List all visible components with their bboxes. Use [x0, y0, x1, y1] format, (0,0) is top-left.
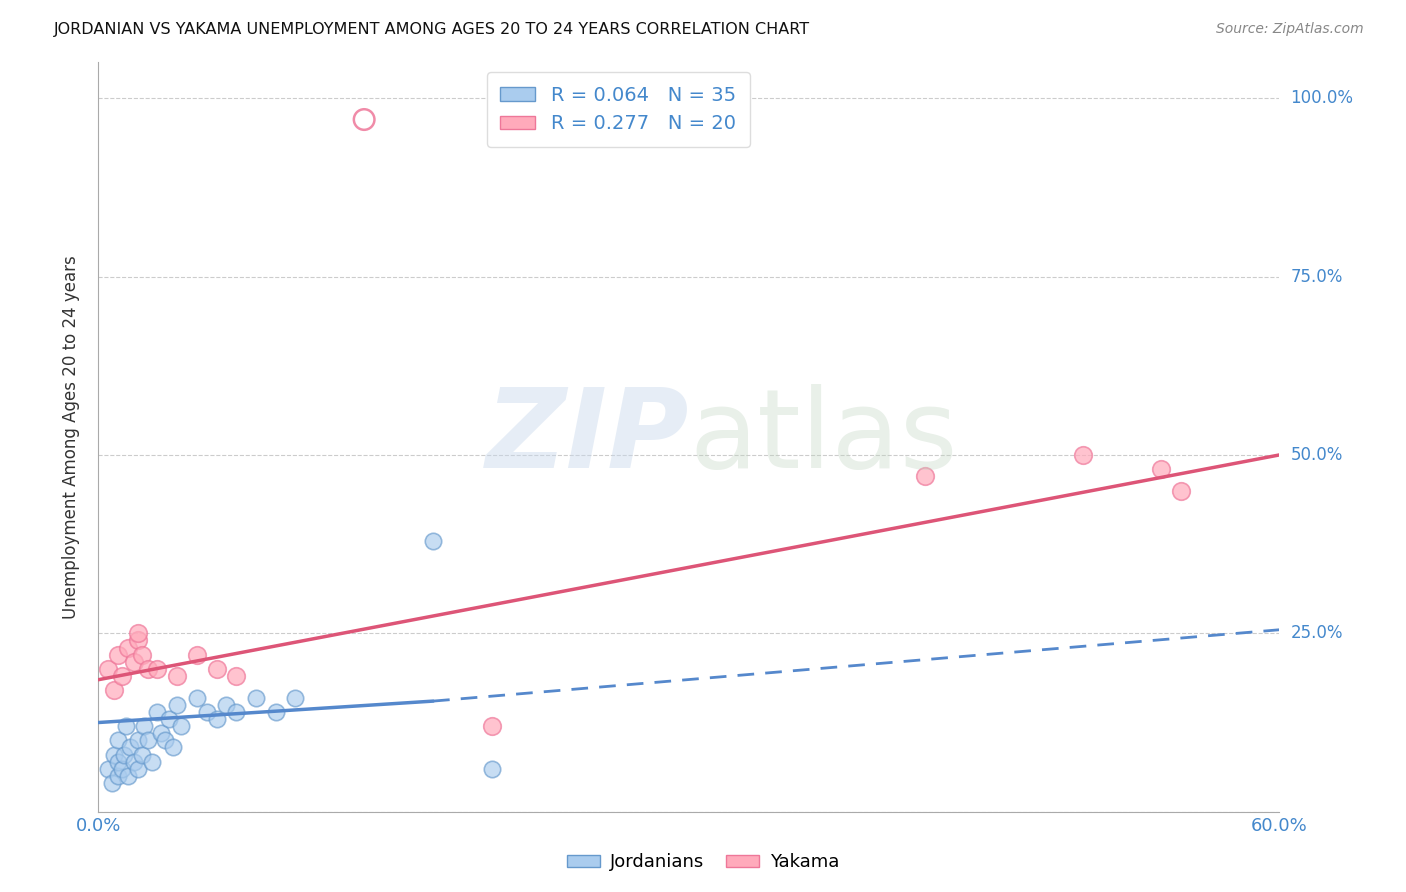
Point [205, 662, 228, 676]
Point [107, 769, 129, 783]
Text: JORDANIAN VS YAKAMA UNEMPLOYMENT AMONG AGES 20 TO 24 YEARS CORRELATION CHART: JORDANIAN VS YAKAMA UNEMPLOYMENT AMONG A… [53, 22, 810, 37]
Y-axis label: Unemployment Among Ages 20 to 24 years: Unemployment Among Ages 20 to 24 years [62, 255, 80, 619]
Point [146, 662, 169, 676]
Point [132, 719, 155, 733]
Point [101, 776, 124, 790]
Point [141, 755, 163, 769]
Point [422, 533, 444, 548]
Point [170, 719, 193, 733]
Point [136, 662, 159, 676]
Point [205, 712, 228, 726]
Point [186, 690, 208, 705]
Point [107, 648, 129, 662]
Point [225, 669, 247, 683]
Point [117, 640, 139, 655]
Point [215, 698, 238, 712]
Point [1071, 448, 1094, 462]
Point [127, 733, 149, 747]
Point [97, 762, 120, 776]
Text: atlas: atlas [689, 384, 957, 491]
Point [1150, 462, 1173, 476]
Text: 75.0%: 75.0% [1291, 268, 1343, 285]
Point [115, 719, 138, 733]
Point [97, 662, 120, 676]
Legend: R = 0.064   N = 35, R = 0.277   N = 20: R = 0.064 N = 35, R = 0.277 N = 20 [486, 72, 749, 147]
Point [166, 698, 188, 712]
Text: Source: ZipAtlas.com: Source: ZipAtlas.com [1216, 22, 1364, 37]
Point [112, 747, 135, 762]
Point [136, 733, 159, 747]
Point [1170, 483, 1192, 498]
Text: 25.0%: 25.0% [1291, 624, 1343, 642]
Point [353, 112, 375, 127]
Point [481, 719, 503, 733]
Point [225, 705, 247, 719]
Text: 100.0%: 100.0% [1291, 89, 1354, 107]
Point [117, 769, 139, 783]
Point [111, 762, 134, 776]
Point [122, 655, 145, 669]
Point [107, 733, 129, 747]
Point [284, 690, 307, 705]
Legend: Jordanians, Yakama: Jordanians, Yakama [560, 847, 846, 879]
Text: 50.0%: 50.0% [1291, 446, 1343, 464]
Point [162, 740, 184, 755]
Point [186, 648, 208, 662]
Point [146, 705, 169, 719]
Point [111, 669, 134, 683]
Point [107, 755, 129, 769]
Point [481, 762, 503, 776]
Point [245, 690, 267, 705]
Point [155, 733, 177, 747]
Point [195, 705, 218, 719]
Point [150, 726, 173, 740]
Point [914, 469, 936, 483]
Point [103, 747, 125, 762]
Point [157, 712, 180, 726]
Point [264, 705, 287, 719]
Point [131, 648, 153, 662]
Point [122, 755, 145, 769]
Point [103, 683, 125, 698]
Text: ZIP: ZIP [485, 384, 689, 491]
Point [127, 633, 149, 648]
Point [118, 740, 141, 755]
Point [131, 747, 153, 762]
Point [127, 762, 149, 776]
Point [127, 626, 149, 640]
Point [166, 669, 188, 683]
